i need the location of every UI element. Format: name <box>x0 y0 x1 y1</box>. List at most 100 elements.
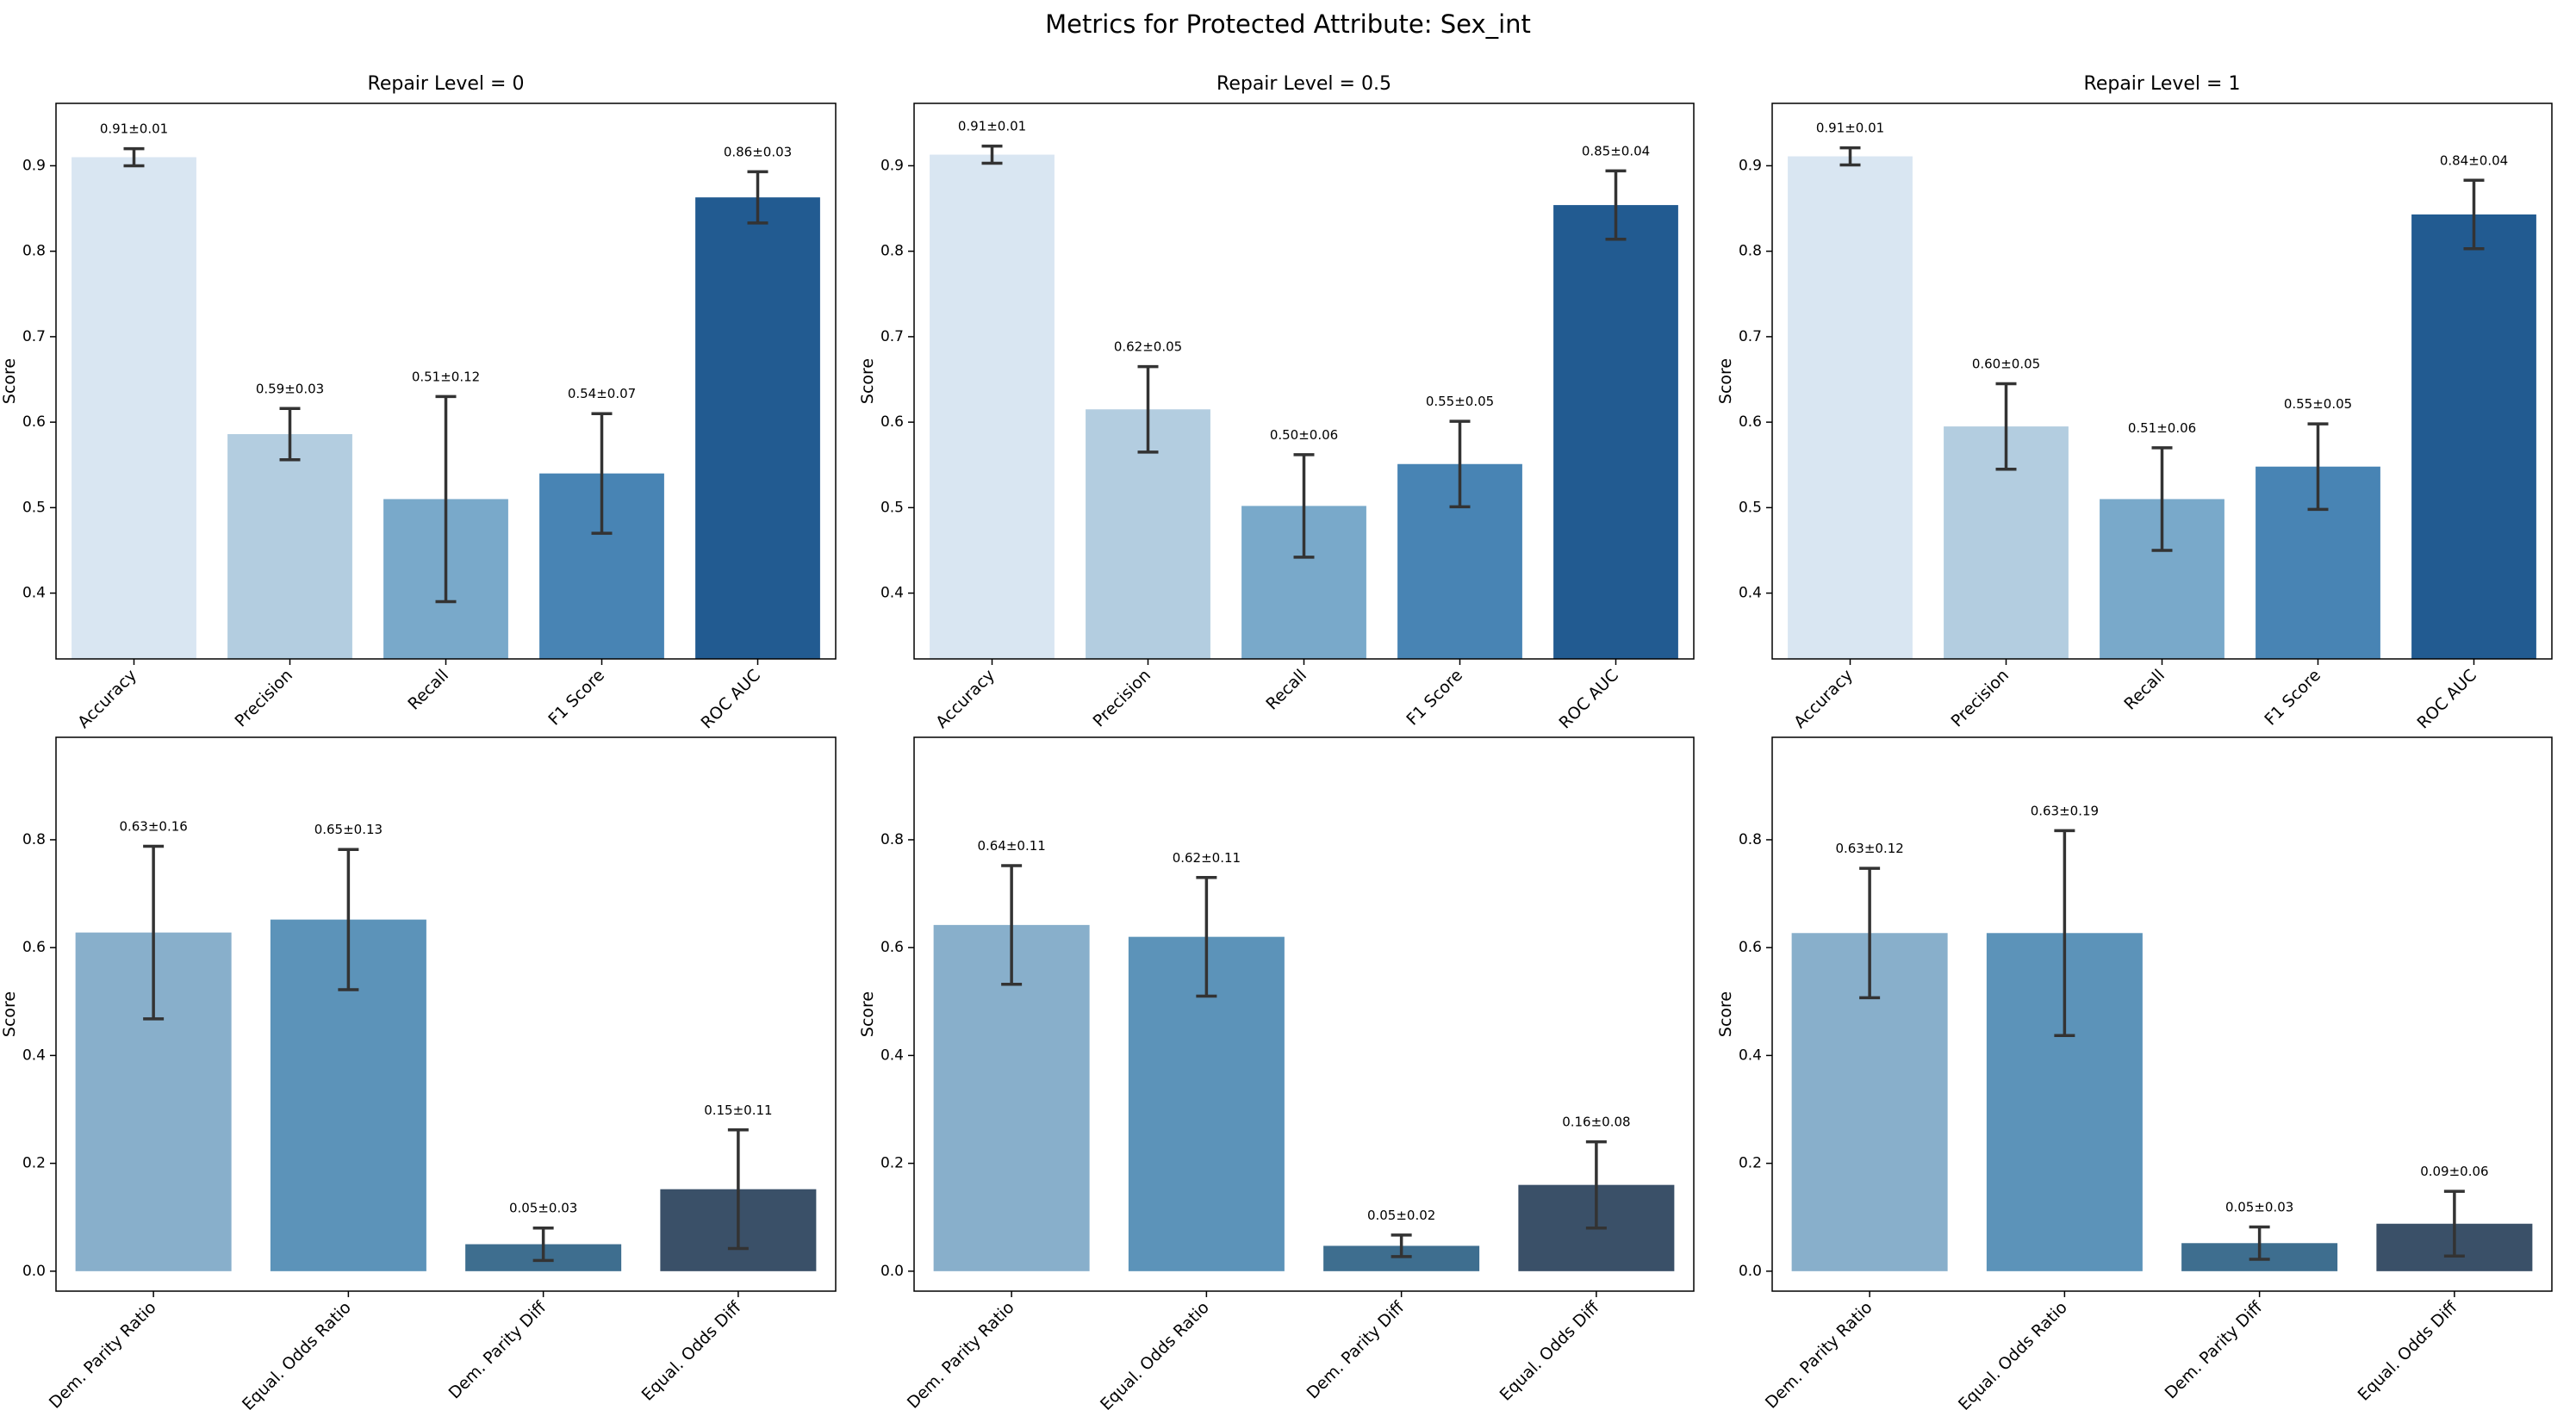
figure-title: Metrics for Protected Attribute: Sex_int <box>1045 9 1531 39</box>
x-tick-label: F1 Score <box>2261 666 2324 730</box>
x-tick-label: Precision <box>1948 666 2013 731</box>
bar <box>1553 205 1678 660</box>
value-label: 0.50±0.06 <box>1270 427 1338 443</box>
axes-frame <box>913 736 1695 1292</box>
x-tick-label: Recall <box>1262 666 1310 714</box>
value-label: 0.63±0.12 <box>1835 841 1903 856</box>
x-tick-label: F1 Score <box>1403 666 1466 730</box>
chart-title: Repair Level = 0.5 <box>1216 73 1391 95</box>
y-tick-label: 0.5 <box>22 499 46 516</box>
value-label: 0.09±0.06 <box>2420 1164 2488 1179</box>
y-axis-label: Score <box>1716 991 1735 1037</box>
value-label: 0.63±0.16 <box>119 818 187 834</box>
y-tick-label: 0.5 <box>1739 499 1762 516</box>
bar <box>930 154 1055 660</box>
axes-frame <box>1771 102 2553 660</box>
axes-frame <box>1771 736 2553 1292</box>
y-tick-label: 0.6 <box>1739 413 1762 431</box>
x-tick-label: Dem. Parity Diff <box>445 1297 551 1402</box>
value-label: 0.15±0.11 <box>704 1103 772 1118</box>
y-tick-label: 0.0 <box>880 1263 904 1280</box>
value-label: 0.51±0.12 <box>412 369 480 384</box>
x-tick-label: Equal. Odds Diff <box>1496 1297 1603 1404</box>
value-label: 0.91±0.01 <box>100 121 168 137</box>
x-tick-label: Equal. Odds Ratio <box>239 1298 355 1410</box>
value-label: 0.05±0.03 <box>2225 1199 2293 1214</box>
value-label: 0.16±0.08 <box>1562 1115 1630 1130</box>
x-tick-label: Dem. Parity Ratio <box>904 1298 1018 1410</box>
y-tick-label: 0.4 <box>1739 585 1762 602</box>
y-tick-label: 0.8 <box>22 831 46 848</box>
value-label: 0.84±0.04 <box>2440 152 2508 168</box>
y-tick-label: 0.7 <box>1739 328 1762 345</box>
bar <box>695 197 820 660</box>
x-tick-label: Equal. Odds Diff <box>2355 1297 2461 1404</box>
value-label: 0.59±0.03 <box>256 381 324 396</box>
value-label: 0.05±0.03 <box>509 1201 577 1216</box>
y-tick-label: 0.9 <box>1739 157 1762 174</box>
x-tick-label: Accuracy <box>1790 666 1857 732</box>
value-label: 0.62±0.05 <box>1114 339 1182 355</box>
value-label: 0.54±0.07 <box>568 386 636 401</box>
x-tick-label: Dem. Parity Diff <box>2162 1297 2267 1402</box>
chart-title: Repair Level = 0 <box>368 73 525 95</box>
y-tick-label: 0.5 <box>880 499 904 516</box>
x-tick-label: ROC AUC <box>2414 666 2481 733</box>
y-tick-label: 0.0 <box>22 1263 46 1280</box>
y-tick-label: 0.6 <box>1739 939 1762 956</box>
value-label: 0.91±0.01 <box>958 119 1026 134</box>
x-tick-label: F1 Score <box>544 666 608 730</box>
bar <box>1788 156 1913 659</box>
y-tick-label: 0.6 <box>22 939 46 956</box>
y-tick-label: 0.2 <box>880 1155 904 1172</box>
x-tick-label: Dem. Parity Ratio <box>46 1298 160 1410</box>
x-tick-label: Equal. Odds Diff <box>638 1297 745 1404</box>
x-tick-label: Accuracy <box>74 666 140 732</box>
y-tick-label: 0.6 <box>22 413 46 431</box>
value-label: 0.86±0.03 <box>724 144 792 159</box>
y-axis-label: Score <box>0 358 19 404</box>
value-label: 0.62±0.11 <box>1173 850 1241 866</box>
value-label: 0.63±0.19 <box>2031 803 2099 818</box>
y-tick-label: 0.2 <box>22 1155 46 1172</box>
value-label: 0.64±0.11 <box>977 838 1045 854</box>
value-label: 0.55±0.05 <box>2284 396 2352 412</box>
bar <box>227 434 352 659</box>
x-tick-label: ROC AUC <box>698 666 765 733</box>
value-label: 0.65±0.13 <box>314 822 383 837</box>
y-tick-label: 0.0 <box>1739 1263 1762 1280</box>
value-label: 0.05±0.02 <box>1367 1208 1435 1223</box>
x-tick-label: Precision <box>1090 666 1155 731</box>
y-tick-label: 0.2 <box>1739 1155 1762 1172</box>
y-tick-label: 0.9 <box>880 157 904 174</box>
x-tick-label: Precision <box>232 666 297 731</box>
y-tick-label: 0.4 <box>22 1047 46 1064</box>
y-tick-label: 0.7 <box>22 328 46 345</box>
y-axis-label: Score <box>858 358 877 404</box>
value-label: 0.51±0.06 <box>2128 420 2196 436</box>
x-tick-label: Equal. Odds Ratio <box>1097 1298 1213 1410</box>
bar <box>72 157 196 659</box>
x-tick-label: Equal. Odds Ratio <box>1955 1298 2071 1410</box>
y-tick-label: 0.8 <box>22 243 46 260</box>
chart-title: Repair Level = 1 <box>2084 73 2241 95</box>
y-tick-label: 0.4 <box>880 585 904 602</box>
axes-frame <box>55 102 837 660</box>
x-tick-label: Dem. Parity Diff <box>1304 1297 1409 1402</box>
y-tick-label: 0.4 <box>1739 1047 1762 1064</box>
axes-frame <box>55 736 837 1292</box>
y-tick-label: 0.8 <box>1739 243 1762 260</box>
x-tick-label: Recall <box>2120 666 2168 714</box>
x-tick-label: Accuracy <box>932 666 999 732</box>
y-tick-label: 0.6 <box>880 939 904 956</box>
value-label: 0.55±0.05 <box>1426 394 1494 409</box>
y-tick-label: 0.4 <box>22 585 46 602</box>
bar <box>2411 214 2536 659</box>
x-tick-label: Dem. Parity Ratio <box>1762 1298 1876 1410</box>
y-tick-label: 0.6 <box>880 413 904 431</box>
y-tick-label: 0.8 <box>880 243 904 260</box>
y-tick-label: 0.4 <box>880 1047 904 1064</box>
y-tick-label: 0.8 <box>1739 831 1762 848</box>
